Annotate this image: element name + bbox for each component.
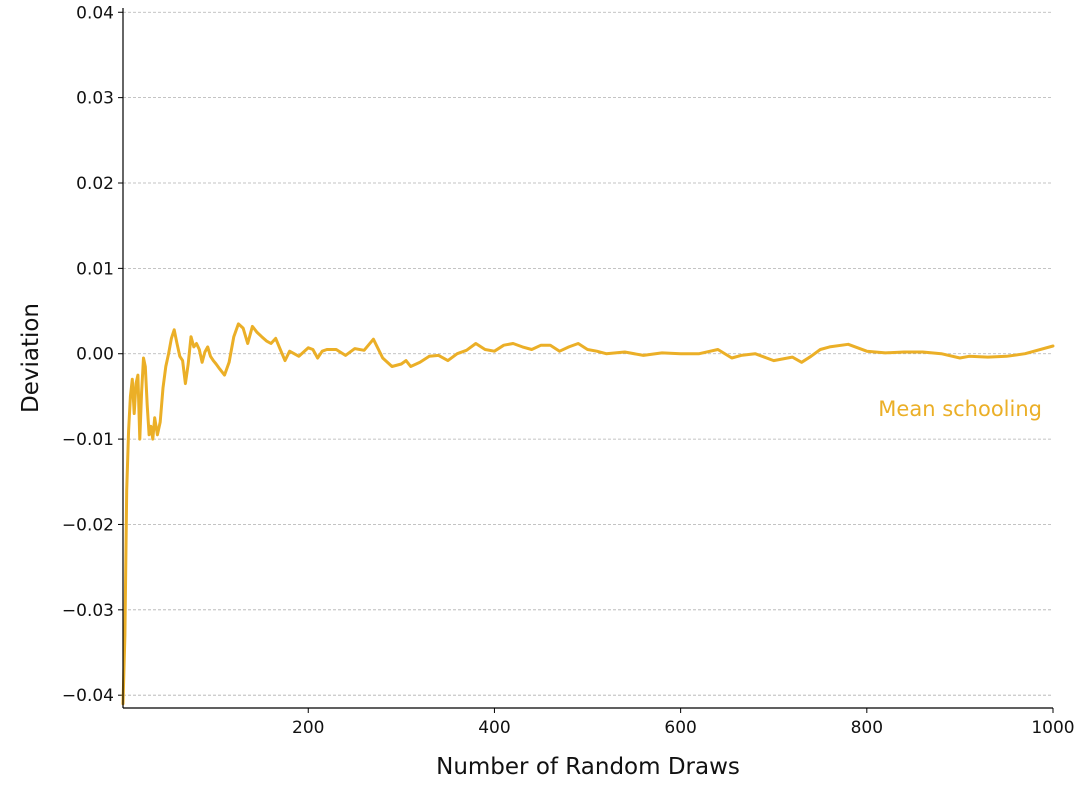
- series-layer: [121, 322, 1055, 706]
- y-tick-label: 0.01: [76, 259, 114, 279]
- x-tick-label: 200: [292, 718, 324, 738]
- y-axis-ticks: 0.04 0.03 0.02 0.01 0.00 −0.01 −0.02 −0.03 −0.04: [62, 3, 123, 706]
- x-axis-title: Number of Random Draws: [436, 754, 740, 780]
- y-axis-title: Deviation: [18, 303, 44, 413]
- x-tick-label: 600: [664, 718, 696, 738]
- y-tick-label: 0.02: [76, 174, 114, 194]
- y-tick-label: −0.03: [62, 601, 114, 621]
- x-tick-label: 400: [478, 718, 510, 738]
- y-tick-label: −0.01: [62, 430, 114, 450]
- y-tick-label: 0.03: [76, 89, 114, 109]
- series-label-mean-schooling: Mean schooling: [878, 397, 1042, 421]
- y-tick-label: −0.02: [62, 515, 114, 535]
- y-tick-label: 0.00: [76, 345, 114, 365]
- y-tick-label: 0.04: [76, 3, 114, 23]
- x-tick-label: 1000: [1031, 718, 1074, 738]
- series-line-0: [121, 322, 1055, 706]
- y-tick-label: −0.04: [62, 686, 114, 706]
- x-tick-label: 800: [851, 718, 883, 738]
- x-axis-ticks: 200 400 600 800 1000: [292, 708, 1075, 738]
- grid: [123, 11, 1053, 696]
